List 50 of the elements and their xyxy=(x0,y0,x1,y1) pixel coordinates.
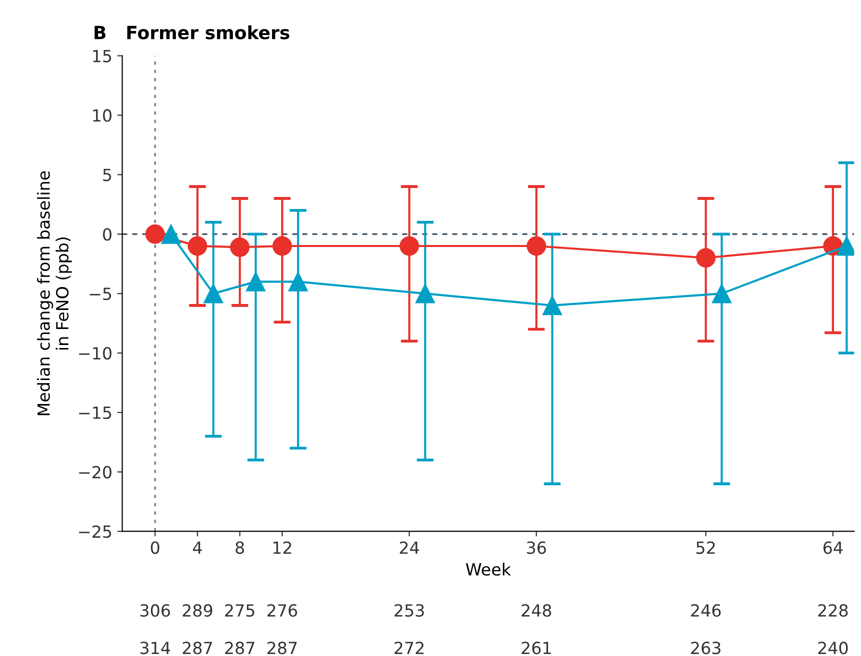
y-tick-label: −20 xyxy=(79,466,112,478)
y-tick-label: −5 xyxy=(90,288,112,300)
point xyxy=(712,284,732,304)
text: 240 xyxy=(818,642,848,654)
point xyxy=(204,284,224,304)
text: 276 xyxy=(268,604,298,617)
x-axis-title: Week xyxy=(466,562,511,576)
point xyxy=(400,236,420,256)
text: 228 xyxy=(818,604,848,617)
x-tick-label: 0 xyxy=(150,541,160,554)
point xyxy=(188,236,208,256)
y-tick-label: −10 xyxy=(79,346,112,360)
text: 306 xyxy=(140,604,170,617)
point xyxy=(246,272,266,292)
y-tick-label: −15 xyxy=(79,406,112,420)
text: 287 xyxy=(225,642,254,654)
x-tick-label: 24 xyxy=(400,541,419,554)
point xyxy=(288,272,308,292)
text: 287 xyxy=(182,642,212,654)
point xyxy=(230,237,250,257)
text: 263 xyxy=(691,642,720,654)
y-axis-title: Median change from baseline in FeNO (ppb) xyxy=(37,171,72,416)
point xyxy=(696,248,716,268)
text: 248 xyxy=(522,604,552,617)
text: 275 xyxy=(225,604,254,617)
point xyxy=(145,224,165,244)
text: 261 xyxy=(522,642,551,654)
text: 314 xyxy=(140,642,170,654)
y-tick-label: 5 xyxy=(103,168,112,182)
text: 289 xyxy=(182,604,212,617)
x-tick-label: 12 xyxy=(273,541,292,554)
y-tick-label: 10 xyxy=(93,109,112,122)
x-tick-label: 36 xyxy=(527,541,546,554)
text: 246 xyxy=(691,604,721,617)
text: 287 xyxy=(268,642,297,654)
text: 272 xyxy=(394,642,424,654)
x-tick-label: 8 xyxy=(236,541,244,554)
y-tick-label: 0 xyxy=(103,228,112,241)
point xyxy=(526,236,546,256)
text: 253 xyxy=(394,604,424,617)
point xyxy=(272,236,292,256)
chart-title: B Former smokers xyxy=(94,25,290,40)
x-tick-label: 52 xyxy=(696,541,715,554)
y-tick-label: −25 xyxy=(79,525,112,538)
x-tick-label: 4 xyxy=(192,542,202,554)
point xyxy=(415,284,435,304)
y-tick-label: 15 xyxy=(93,50,112,62)
x-tick-label: 64 xyxy=(823,541,843,554)
point xyxy=(161,224,181,244)
point xyxy=(542,296,562,316)
